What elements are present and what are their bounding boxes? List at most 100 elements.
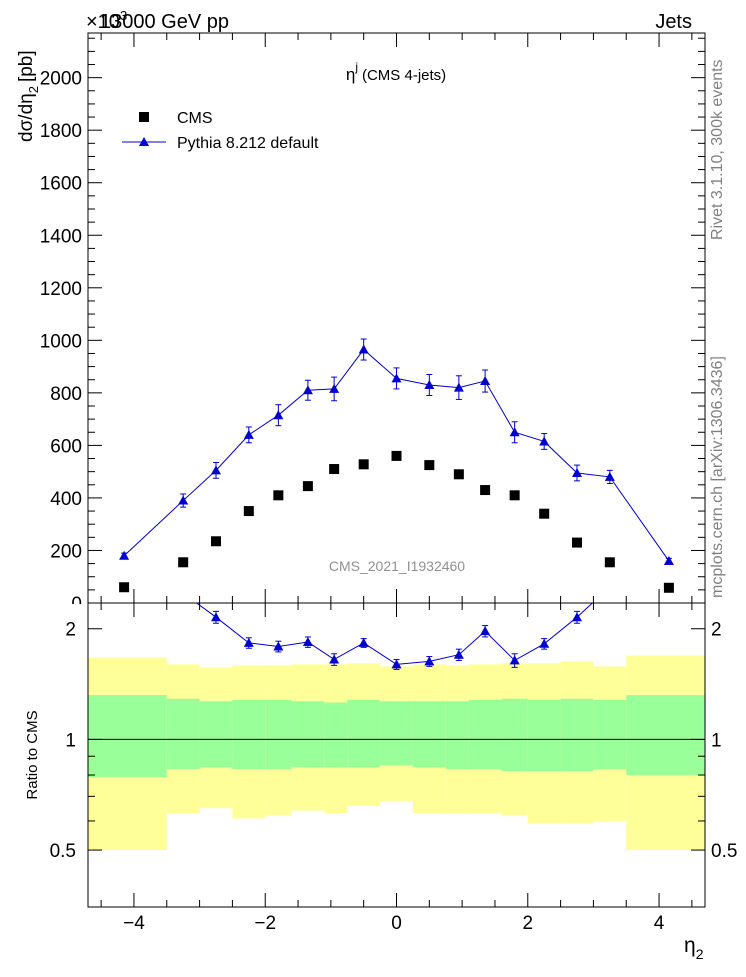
legend: CMS Pythia 8.212 default	[122, 110, 319, 152]
cms-point	[243, 506, 254, 517]
cms-point	[424, 460, 435, 471]
legend-pythia-label: Pythia 8.212 default	[177, 135, 319, 152]
pythia-point	[453, 382, 464, 392]
ratio-y-label: Ratio to CMS	[24, 710, 41, 799]
ratio-point	[453, 649, 464, 659]
main-title: ηj (CMS 4-jets)	[346, 60, 446, 84]
pythia-point	[302, 385, 313, 395]
ratio-band-inner	[324, 702, 348, 768]
ratio-point	[539, 638, 550, 648]
y-label-main: dσ/dη	[16, 93, 37, 142]
pythia-point	[329, 383, 340, 393]
ratio-band-inner	[445, 701, 469, 770]
cms-point	[358, 459, 369, 470]
pythia-point	[391, 373, 402, 383]
header-exponent-base: ×10	[86, 11, 120, 33]
ratio-band-inner	[347, 699, 381, 768]
pythia-point	[210, 465, 221, 475]
ratio-point	[302, 637, 313, 647]
header-category: Jets	[655, 11, 692, 33]
main-plot-area	[119, 338, 674, 593]
cms-point	[572, 537, 583, 548]
ratio-y-tick-label: 2	[65, 620, 76, 641]
pythia-point	[119, 550, 130, 560]
cms-point	[509, 490, 520, 501]
ratio-band-inner	[412, 701, 446, 768]
pythia-point	[243, 429, 254, 439]
ratio-point	[358, 637, 369, 647]
legend-pythia-marker	[139, 137, 149, 146]
y-tick-label: 1000	[40, 331, 82, 352]
cms-point	[480, 485, 491, 496]
cms-point	[539, 508, 550, 519]
mcplots-label: mcplots.cern.ch [arXiv:1306.3436]	[709, 356, 726, 598]
title-superscript: j	[354, 60, 358, 74]
ratio-y-tick-label: 1	[65, 730, 76, 751]
cms-point	[119, 582, 130, 593]
legend-cms-marker	[139, 112, 149, 122]
ratio-x-tick-label: 4	[654, 913, 665, 934]
ratio-band-inner	[468, 699, 502, 770]
legend-cms-label: CMS	[177, 110, 213, 127]
pythia-point	[480, 376, 491, 386]
cms-point	[391, 450, 402, 461]
cms-point	[178, 557, 189, 568]
ratio-point	[391, 659, 402, 669]
pythia-point	[424, 379, 435, 389]
ratio-point	[480, 626, 491, 636]
ratio-band-inner	[593, 699, 627, 770]
pythia-point	[509, 427, 520, 437]
y-label-unit: [pb]	[16, 50, 37, 82]
y-tick-label: 1800	[40, 121, 82, 142]
ratio-x-tick-label: 0	[391, 913, 402, 934]
ratio-y-tick-label-right: 0.5	[711, 841, 737, 862]
ratio-point	[210, 612, 221, 622]
y-tick-label: 2000	[40, 69, 82, 90]
cms-point	[302, 481, 313, 492]
ratio-y-tick-label: 0.5	[50, 841, 76, 862]
y-tick-label: 800	[50, 384, 82, 405]
header-exponent-power: 3	[120, 8, 127, 23]
pythia-point	[273, 410, 284, 420]
pythia-point	[539, 436, 550, 446]
y-zero-mask	[48, 604, 86, 616]
main-y-label: dσ/dη2 [pb]	[16, 50, 41, 142]
header-process: 13000 GeV pp	[100, 11, 229, 33]
ratio-y-axis: 0.5 0.5 1 1 2 2	[50, 620, 738, 862]
ratio-y-tick-label-right: 2	[711, 620, 722, 641]
y-tick-label: 1600	[40, 174, 82, 195]
cms-point	[453, 469, 464, 480]
ratio-band-inner	[291, 701, 325, 768]
y-tick-label: 1400	[40, 226, 82, 247]
x-label-sub: 2	[696, 946, 704, 962]
ratio-x-tick-label: −4	[123, 913, 145, 934]
pythia-point	[178, 495, 189, 505]
ratio-plot-area	[195, 603, 594, 670]
ratio-band-inner	[560, 698, 594, 772]
cms-point	[663, 582, 674, 593]
ratio-x-axis: −4 −2 0 2 4	[100, 603, 693, 934]
ratio-x-tick-label: 2	[522, 913, 533, 934]
ratio-point	[273, 641, 284, 651]
ratio-band-inner	[501, 698, 528, 772]
pythia-point	[663, 555, 674, 565]
ratio-panel: 0.5 0.51 12 2 −4 −2 0 2 4 Ratio to CMS η2	[24, 602, 738, 962]
cms-point	[273, 490, 284, 501]
y-tick-label: 1200	[40, 279, 82, 300]
ratio-band-inner	[232, 699, 266, 770]
y-tick-label: 400	[50, 489, 82, 510]
ratio-band-inner	[199, 701, 233, 768]
ratio-band-inner	[626, 695, 705, 776]
header-exponent: ×103	[86, 8, 127, 33]
y-tick-label: 600	[50, 436, 82, 457]
ratio-band-inner	[265, 699, 292, 770]
main-panel: 0200400600800100012001400160018002000 ηj…	[16, 32, 706, 616]
ratio-x-tick-label: −2	[254, 913, 276, 934]
ratio-y-tick-label-right: 1	[711, 730, 722, 751]
cms-point	[210, 536, 221, 547]
ratio-band-inner	[166, 698, 200, 770]
ratio-point	[329, 654, 340, 664]
rivet-label: Rivet 3.1.10, 300k events	[709, 59, 726, 240]
ratio-series	[195, 603, 594, 670]
